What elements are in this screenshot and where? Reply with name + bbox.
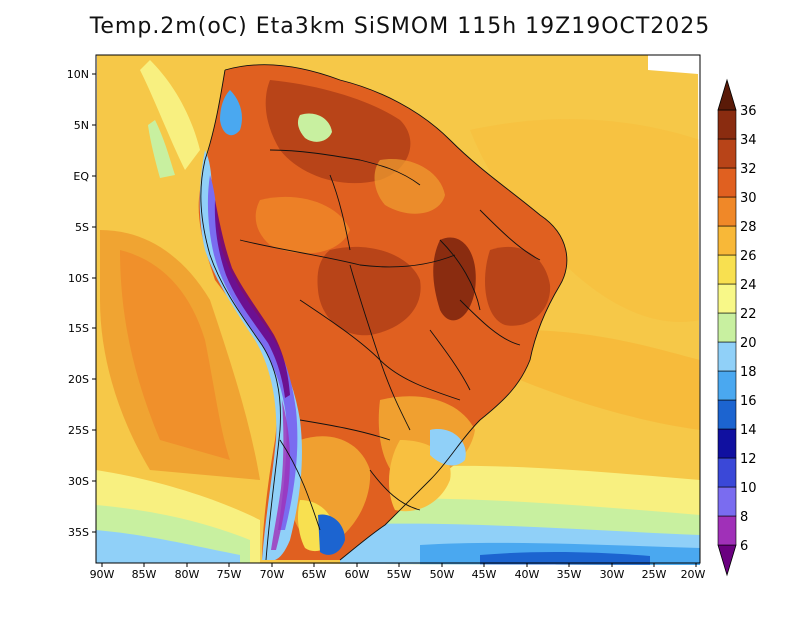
lat-label: 10S	[68, 272, 89, 285]
colorbar-label: 36	[740, 104, 757, 119]
colorbar-segment	[717, 225, 737, 256]
colorbar-label: 14	[740, 423, 757, 438]
colorbar-segment	[717, 399, 737, 430]
lon-label: 20W	[681, 568, 706, 581]
colorbar-label: 28	[740, 220, 757, 235]
lat-label: EQ	[73, 170, 89, 183]
lon-label: 35W	[557, 568, 582, 581]
colorbar-label: 18	[740, 365, 757, 380]
map-frame	[95, 54, 701, 564]
lon-label: 85W	[132, 568, 157, 581]
lat-label: 10N	[67, 68, 89, 81]
colorbar-over-triangle	[717, 78, 737, 111]
colorbar-label: 12	[740, 452, 757, 467]
colorbar-segment	[717, 370, 737, 401]
colorbar-segment	[717, 196, 737, 227]
colorbar-segment	[717, 457, 737, 488]
colorbar-label: 8	[740, 510, 748, 525]
colorbar-label: 22	[740, 307, 757, 322]
map-title: Temp.2m(oC) Eta3km SiSMOM 115h 19Z19OCT2…	[89, 14, 711, 39]
colorbar-segment	[717, 312, 737, 343]
colorbar-segment	[717, 486, 737, 517]
colorbar-label: 6	[740, 539, 748, 554]
colorbar-segment	[717, 109, 737, 140]
country-borders	[200, 64, 568, 561]
colorbar-segment	[717, 254, 737, 285]
lon-label: 80W	[175, 568, 200, 581]
lat-label: 5S	[75, 221, 89, 234]
colorbar-segment	[717, 428, 737, 459]
lon-label: 40W	[515, 568, 540, 581]
colorbar-label: 32	[740, 162, 757, 177]
colorbar-under-triangle	[717, 544, 737, 577]
lon-label: 90W	[90, 568, 115, 581]
lon-label: 25W	[642, 568, 667, 581]
colorbar-label: 24	[740, 278, 757, 293]
colorbar-label: 26	[740, 249, 757, 264]
lon-label: 55W	[387, 568, 412, 581]
colorbar-segment	[717, 138, 737, 169]
lat-label: 15S	[68, 322, 89, 335]
lat-label: 20S	[68, 373, 89, 386]
lon-label: 65W	[302, 568, 327, 581]
colorbar-label: 30	[740, 191, 757, 206]
colorbar-segment	[717, 341, 737, 372]
lon-label: 75W	[217, 568, 242, 581]
colorbar-segment	[717, 283, 737, 314]
colorbar-label: 20	[740, 336, 757, 351]
lon-label: 60W	[345, 568, 370, 581]
lon-label: 50W	[430, 568, 455, 581]
lon-label: 70W	[260, 568, 285, 581]
longitude-axis: 90W 85W 80W 75W 70W 65W 60W 55W 50W 45W …	[90, 563, 706, 581]
lat-label: 5N	[74, 119, 89, 132]
south-america-landmass	[198, 64, 567, 560]
lat-label: 30S	[68, 475, 89, 488]
colorbar: 6 8 10 12 14 16 18 20 22 24 26 28 30 32 34 36	[717, 78, 757, 577]
colorbar-label: 16	[740, 394, 757, 409]
latitude-axis: 10N 5N EQ 5S 10S 15S 20S 25S 30S 35S	[67, 68, 96, 539]
colorbar-label: 34	[740, 133, 757, 148]
lat-label: 35S	[68, 526, 89, 539]
lat-label: 25S	[68, 424, 89, 437]
colorbar-label: 10	[740, 481, 757, 496]
lon-label: 30W	[600, 568, 625, 581]
lon-label: 45W	[472, 568, 497, 581]
colorbar-segment	[717, 515, 737, 546]
colorbar-segment	[717, 167, 737, 198]
